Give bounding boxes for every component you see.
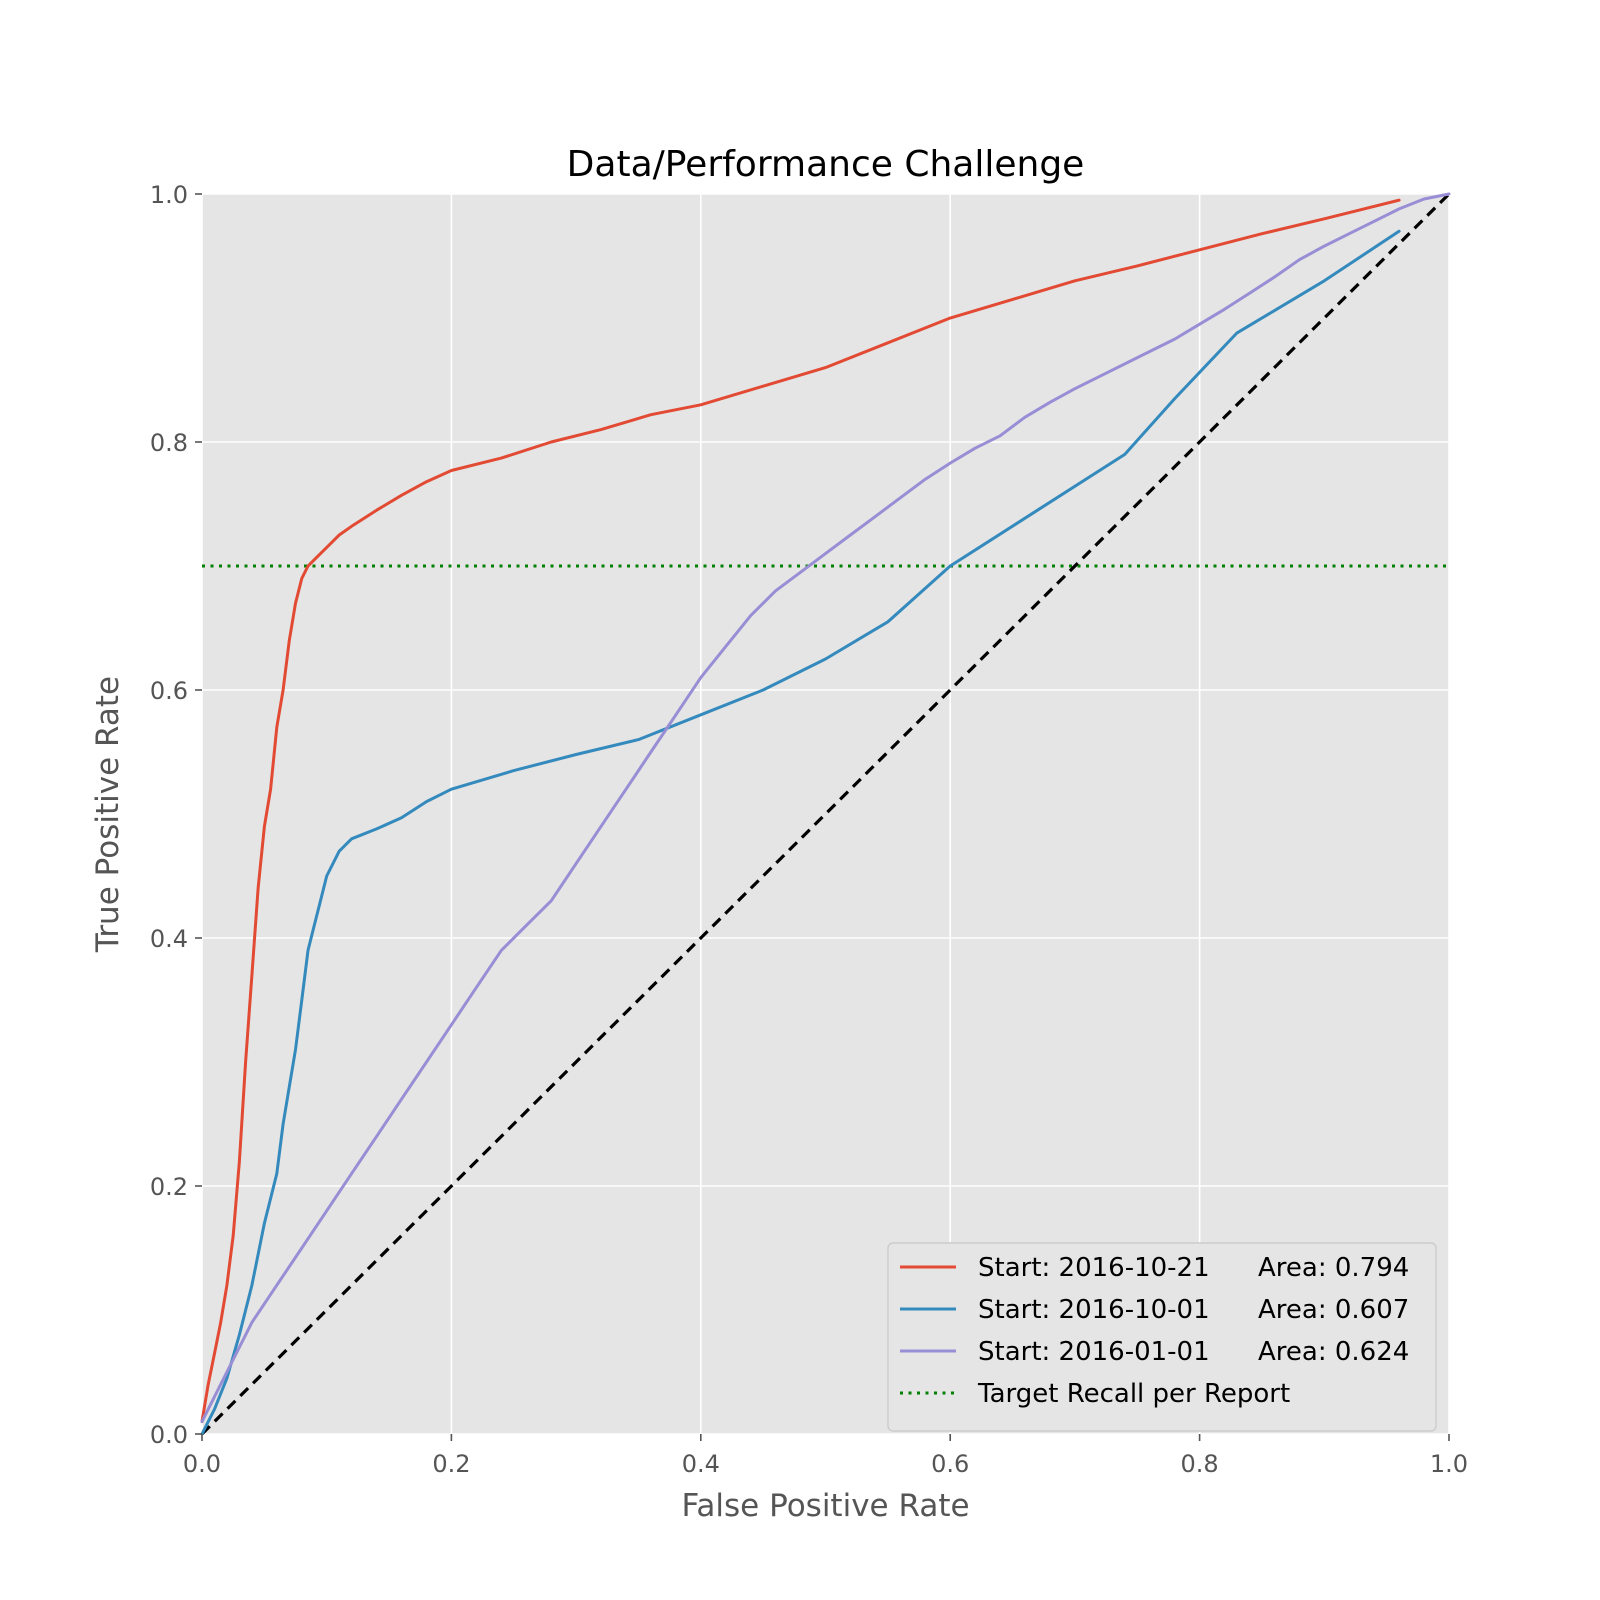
legend-box	[887, 1242, 1437, 1432]
chart-title: Data/Performance Challenge	[567, 144, 1085, 185]
x-tick-label: 0.8	[1181, 1450, 1219, 1478]
y-tick-label: 0.2	[150, 1173, 188, 1201]
y-tick-label: 0.6	[150, 677, 188, 705]
y-tick-label: 0.4	[150, 925, 188, 953]
y-tick-label: 0.8	[150, 429, 188, 457]
y-axis-label: True Positive Rate	[90, 676, 126, 953]
legend-area-label: Area: 0.794	[1258, 1253, 1409, 1283]
chance-diagonal-line	[200, 192, 1451, 1436]
series-line-1	[200, 198, 1401, 1424]
y-tick-label: 0.0	[150, 1421, 188, 1449]
x-tick-label: 1.0	[1430, 1450, 1468, 1478]
axes: 0.0 0.2 0.4 0.6 0.8 1.0 0.0 0.2 0.4 0.6 0.8 1.0	[150, 181, 1468, 1478]
x-tick-label: 0.2	[432, 1450, 470, 1478]
series-line-2	[200, 229, 1401, 1436]
legend-area-label: Area: 0.607	[1258, 1295, 1409, 1325]
x-tick-label: 0.0	[183, 1450, 221, 1478]
x-axis-label: False Positive Rate	[681, 1488, 969, 1524]
legend-label: Start: 2016-10-21	[978, 1253, 1210, 1283]
x-tick-label: 0.4	[682, 1450, 720, 1478]
legend-label: Start: 2016-10-01	[978, 1295, 1210, 1325]
series-lines	[200, 192, 1451, 1436]
legend-label: Target Recall per Report	[977, 1379, 1290, 1409]
series-line-3	[200, 192, 1451, 1424]
legend-label: Start: 2016-01-01	[978, 1337, 1210, 1367]
legend: Start: 2016-10-21 Area: 0.794 Start: 2016-…	[887, 1242, 1437, 1432]
y-tick-label: 1.0	[150, 181, 188, 209]
x-tick-label: 0.6	[931, 1450, 969, 1478]
legend-area-label: Area: 0.624	[1258, 1337, 1409, 1367]
grid-lines	[201, 193, 1450, 1435]
